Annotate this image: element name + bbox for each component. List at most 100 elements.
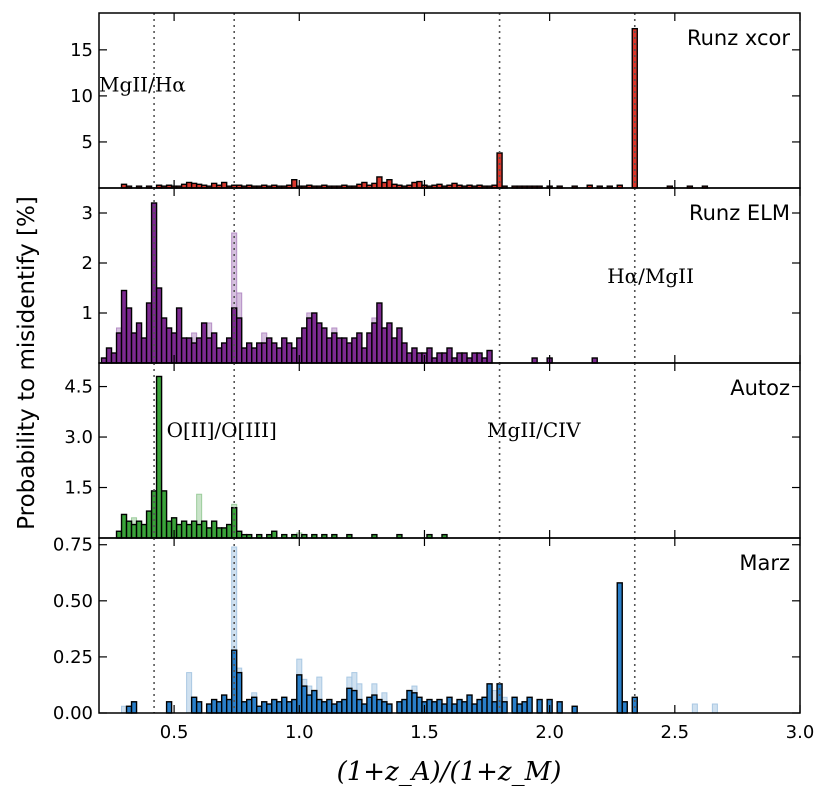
bar: [396, 701, 403, 714]
bar: [391, 337, 398, 364]
bar: [386, 179, 393, 189]
bar: [401, 698, 408, 714]
bar: [251, 696, 258, 714]
bar: [316, 698, 323, 714]
bar: [135, 520, 143, 539]
bar: [251, 347, 258, 364]
bar: [115, 530, 123, 539]
y-tick-label: 1.5: [64, 478, 93, 499]
bar: [205, 337, 213, 364]
bar: [215, 701, 223, 714]
bar: [215, 527, 223, 539]
bar: [291, 698, 298, 714]
bar: [361, 181, 368, 189]
bar: [556, 701, 563, 714]
y-tick-label: 10: [70, 86, 93, 107]
bar: [225, 698, 233, 714]
panel-runz-xcor: 5 10 15 Runz xcor MgII/Hα: [70, 12, 801, 189]
bar: [416, 180, 423, 189]
line-annotation: MgII/Hα: [99, 72, 186, 96]
bar: [205, 703, 213, 714]
bar: [256, 705, 263, 714]
bar: [195, 701, 203, 714]
bar: [210, 698, 218, 714]
bar: [416, 352, 423, 364]
bar: [271, 342, 278, 364]
bar: [526, 696, 533, 714]
bar: [205, 527, 213, 539]
bar: [406, 689, 413, 714]
bar: [376, 176, 383, 189]
bar: [185, 523, 193, 539]
bar: [190, 520, 198, 539]
bar: [235, 671, 243, 714]
bar: [291, 347, 298, 364]
bar: [431, 701, 438, 714]
bar: [165, 520, 173, 539]
y-tick-label: 3: [82, 203, 93, 224]
bar: [241, 701, 248, 714]
bar: [366, 332, 373, 364]
x-axis: 0.5 1.0 1.5 2.0 2.5 3.0: [160, 722, 815, 743]
bar: [336, 337, 343, 364]
bar: [341, 698, 348, 714]
bar: [476, 352, 483, 364]
panel-frame: [98, 537, 801, 714]
bar: [331, 703, 338, 714]
y-tick-label: 3.0: [64, 427, 93, 448]
bar: [105, 347, 113, 364]
y-tick-label: 0.25: [53, 647, 93, 668]
bar: [115, 332, 123, 364]
bar: [175, 523, 183, 539]
bar: [411, 347, 418, 364]
panel-label: Autoz: [730, 376, 790, 400]
bar: [175, 307, 183, 364]
y-tick-label: 0.00: [53, 703, 93, 724]
bar: [120, 513, 128, 539]
bar: [155, 375, 163, 539]
bar: [256, 342, 263, 364]
bar: [130, 332, 138, 364]
bar: [215, 347, 223, 364]
bar: [266, 703, 273, 714]
bar: [361, 347, 368, 364]
panel-frame: [98, 362, 801, 539]
bar: [381, 701, 388, 714]
bar: [351, 337, 358, 364]
bar: [301, 685, 308, 714]
bar: [321, 327, 328, 364]
panel-runz-elm: 1 2 3 Runz ELM Hα/MgII: [82, 187, 801, 364]
bar: [311, 689, 318, 714]
bar: [281, 696, 288, 714]
bar: [336, 701, 343, 714]
ghost-bar: [121, 705, 128, 714]
bar: [246, 342, 253, 364]
bar: [261, 701, 268, 714]
bar: [276, 347, 283, 364]
bar: [631, 696, 638, 714]
bar: [386, 703, 393, 714]
bar: [225, 523, 233, 539]
bar: [180, 337, 188, 364]
bar: [346, 342, 353, 364]
bar: [406, 352, 413, 364]
bar: [140, 523, 148, 539]
bar: [316, 322, 323, 364]
bar: [471, 352, 478, 364]
bar: [491, 701, 498, 714]
y-tick-label: 15: [70, 40, 93, 61]
bar: [441, 703, 448, 714]
bar: [235, 317, 243, 364]
bar: [456, 352, 463, 364]
bar: [366, 696, 373, 714]
bar: [301, 327, 308, 364]
bar: [486, 683, 493, 714]
bar: [195, 337, 203, 364]
ghost-bar: [186, 672, 193, 714]
bar: [120, 289, 128, 364]
x-tick-label: 1.0: [285, 722, 314, 743]
panel-label: Marz: [739, 551, 790, 575]
x-axis-label: (1+z_A)/(1+z_M): [337, 757, 562, 787]
